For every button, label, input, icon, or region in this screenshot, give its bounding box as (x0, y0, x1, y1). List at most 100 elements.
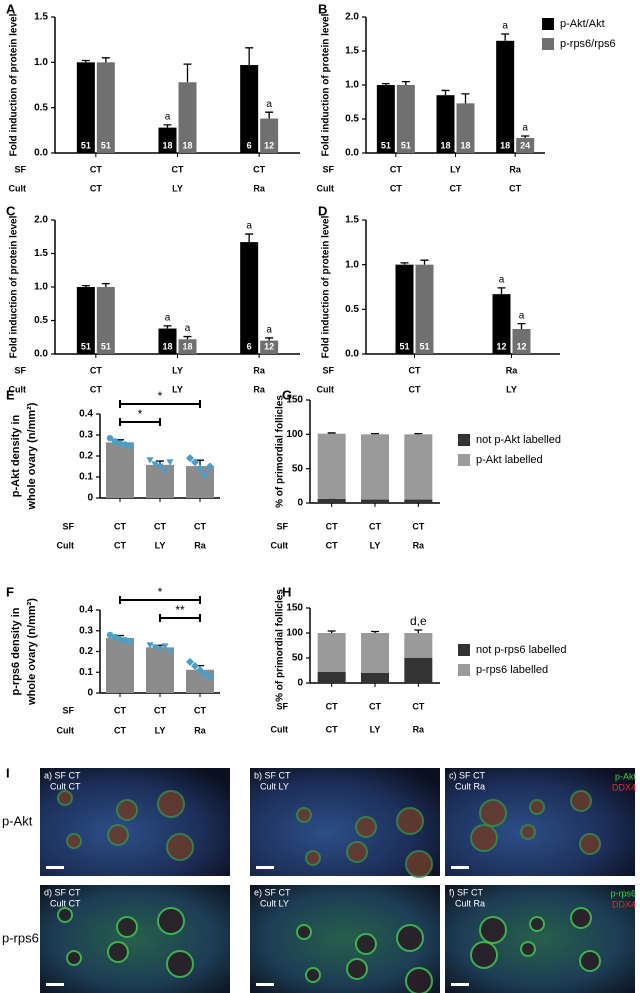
x-tick-label: LY (370, 540, 381, 550)
x-tick-label: Ra (413, 540, 425, 550)
follicle (396, 924, 424, 952)
follicle (157, 907, 185, 935)
error-bar (245, 233, 254, 243)
y-tick-label: 0.2 (79, 646, 93, 657)
follicle (396, 807, 424, 835)
bar (496, 40, 515, 153)
y-tick-label: 0.5 (34, 102, 48, 113)
y-tick-label: 100 (286, 628, 303, 639)
significance-letter: a (519, 310, 525, 321)
follicle (166, 950, 194, 978)
row-label: SF (62, 521, 74, 531)
bar-count: 12 (264, 140, 274, 150)
bar-segment (404, 658, 433, 683)
follicle (166, 833, 194, 861)
y-tick-label: 1.0 (345, 259, 359, 270)
error-bar (101, 283, 110, 287)
significance-letter: a (522, 123, 528, 134)
row-label: SF (322, 365, 334, 375)
data-point (106, 631, 114, 639)
y-tick-label: 0.0 (345, 349, 359, 360)
error-bar (497, 287, 506, 295)
bar (516, 138, 535, 153)
bar-segment (317, 633, 346, 672)
x-tick-label: Ra (253, 384, 265, 394)
bar-count: 6 (247, 140, 252, 150)
error-bar (327, 630, 336, 633)
follicle (570, 907, 592, 929)
bar-count: 51 (81, 140, 91, 150)
error-bar (371, 432, 379, 435)
x-tick-label: CT (114, 725, 126, 735)
row-label: Cult (9, 183, 27, 193)
x-tick-label: CT (326, 701, 338, 711)
bar-count: 51 (419, 341, 429, 351)
bar (396, 85, 415, 153)
data-point (126, 637, 134, 645)
x-tick-label: CT (326, 724, 338, 734)
data-point (191, 662, 199, 671)
bar-count: 12 (496, 341, 506, 351)
bar (106, 442, 134, 498)
bar-count: 18 (500, 140, 510, 150)
micrograph (445, 885, 635, 993)
row-label: SF (14, 365, 26, 375)
y-tick-label: 1.0 (34, 282, 48, 293)
bar (395, 264, 414, 354)
bar (76, 287, 95, 354)
significance-letter: a (502, 21, 508, 32)
error-bar (163, 124, 172, 128)
significance-label: * (138, 407, 143, 421)
data-point (191, 458, 199, 467)
y-tick-label: 150 (286, 395, 303, 406)
bar-segment (404, 434, 433, 500)
significance-letter: a (185, 323, 191, 334)
data-point (166, 648, 174, 655)
bar (436, 95, 455, 153)
scale-bar (451, 983, 469, 986)
significance-bracket (119, 400, 201, 408)
y-tick-label: 0.2 (79, 451, 93, 462)
follicle (157, 790, 185, 818)
x-tick-label: CT (114, 521, 126, 531)
x-tick-label: Ra (253, 183, 265, 193)
data-point (161, 467, 169, 475)
x-tick-label: LY (370, 724, 381, 734)
x-tick-label: LY (155, 540, 166, 550)
x-tick-label: CT (90, 384, 102, 394)
follicle (529, 916, 545, 932)
data-point (186, 657, 194, 666)
legend-label: not p-Akt labelled (476, 434, 561, 446)
data-point (166, 459, 174, 466)
data-point (156, 646, 164, 653)
bar-segment (317, 433, 346, 499)
bar-count: 12 (516, 341, 526, 351)
follicle (470, 941, 498, 969)
x-tick-label: LY (155, 725, 166, 735)
micrograph (40, 768, 230, 876)
follicle (405, 850, 433, 878)
image-caption: Cult Ra (455, 898, 485, 908)
panel-label: H (282, 584, 291, 599)
scale-bar (451, 866, 469, 869)
y-tick-label: 0.5 (345, 114, 359, 125)
row-label: SF (62, 705, 74, 715)
x-tick-label: CT (154, 521, 166, 531)
y-tick-label: 0.5 (345, 304, 359, 315)
y-axis-label: p-rps6 density in (10, 607, 22, 695)
scale-bar (46, 983, 64, 986)
error-bar (401, 80, 410, 85)
error-bar (81, 285, 90, 287)
data-point (111, 633, 119, 641)
bar (240, 242, 259, 354)
follicle (470, 824, 498, 852)
follicle (57, 790, 73, 806)
x-tick-label: LY (172, 365, 183, 375)
channel-label: p-Akt (615, 771, 637, 781)
row-label: Cult (271, 540, 289, 550)
follicle (305, 850, 321, 866)
y-axis-label: Fold induction of protein level (321, 215, 332, 358)
legend-swatch (542, 38, 554, 50)
bar-segment (317, 672, 346, 683)
